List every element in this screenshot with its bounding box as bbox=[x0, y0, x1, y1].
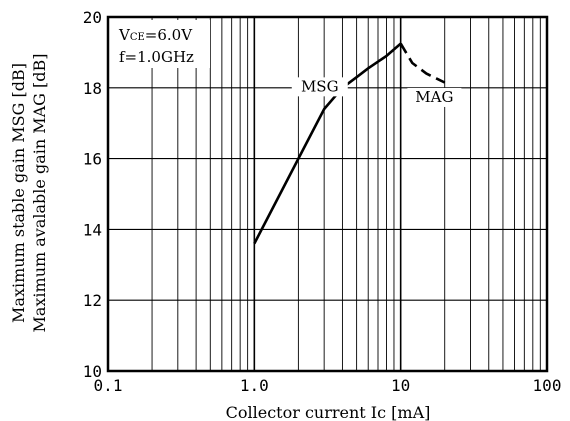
vce-value: =6.0V bbox=[145, 26, 193, 44]
x-axis-title: Collector current Ic [mA] bbox=[226, 403, 431, 421]
y-tick-label: 18 bbox=[83, 79, 102, 98]
plot-frame bbox=[106, 15, 549, 373]
vce-subscript: CE bbox=[130, 32, 145, 43]
series-line-msg bbox=[253, 42, 402, 245]
conditions-box bbox=[112, 20, 210, 68]
msg-label-bg bbox=[291, 77, 348, 97]
conditions-line-2: f=1.0GHz bbox=[119, 48, 194, 66]
vce-symbol: V bbox=[118, 26, 131, 44]
series-lines: MSG MAG bbox=[253, 42, 462, 245]
y-axis-title-line-1: Maximum stable gain MSG [dB] bbox=[9, 63, 28, 323]
x-tick-label: 100 bbox=[533, 376, 562, 395]
series-label-msg: MSG bbox=[301, 77, 339, 95]
series-label-mag: MAG bbox=[415, 88, 453, 106]
grid bbox=[107, 16, 548, 372]
x-tick-labels: 0.1 1.0 10 100 bbox=[94, 376, 562, 395]
mag-label-bg bbox=[407, 87, 462, 107]
y-tick-labels: 10 12 14 16 18 20 bbox=[83, 8, 102, 381]
y-tick-label: 20 bbox=[83, 8, 102, 27]
x-tick-label: 10 bbox=[391, 376, 410, 395]
x-tick-label: 0.1 bbox=[94, 376, 123, 395]
y-tick-label: 10 bbox=[83, 362, 102, 381]
y-tick-label: 12 bbox=[83, 291, 102, 310]
x-tick-label: 1.0 bbox=[240, 376, 269, 395]
conditions-line-1: VCE=6.0V bbox=[118, 26, 193, 44]
series-line-mag bbox=[399, 42, 446, 84]
y-tick-label: 14 bbox=[83, 220, 102, 239]
y-tick-label: 16 bbox=[83, 150, 102, 169]
y-axis-title-line-2: Maximum avalable gain MAG [dB] bbox=[30, 53, 49, 332]
